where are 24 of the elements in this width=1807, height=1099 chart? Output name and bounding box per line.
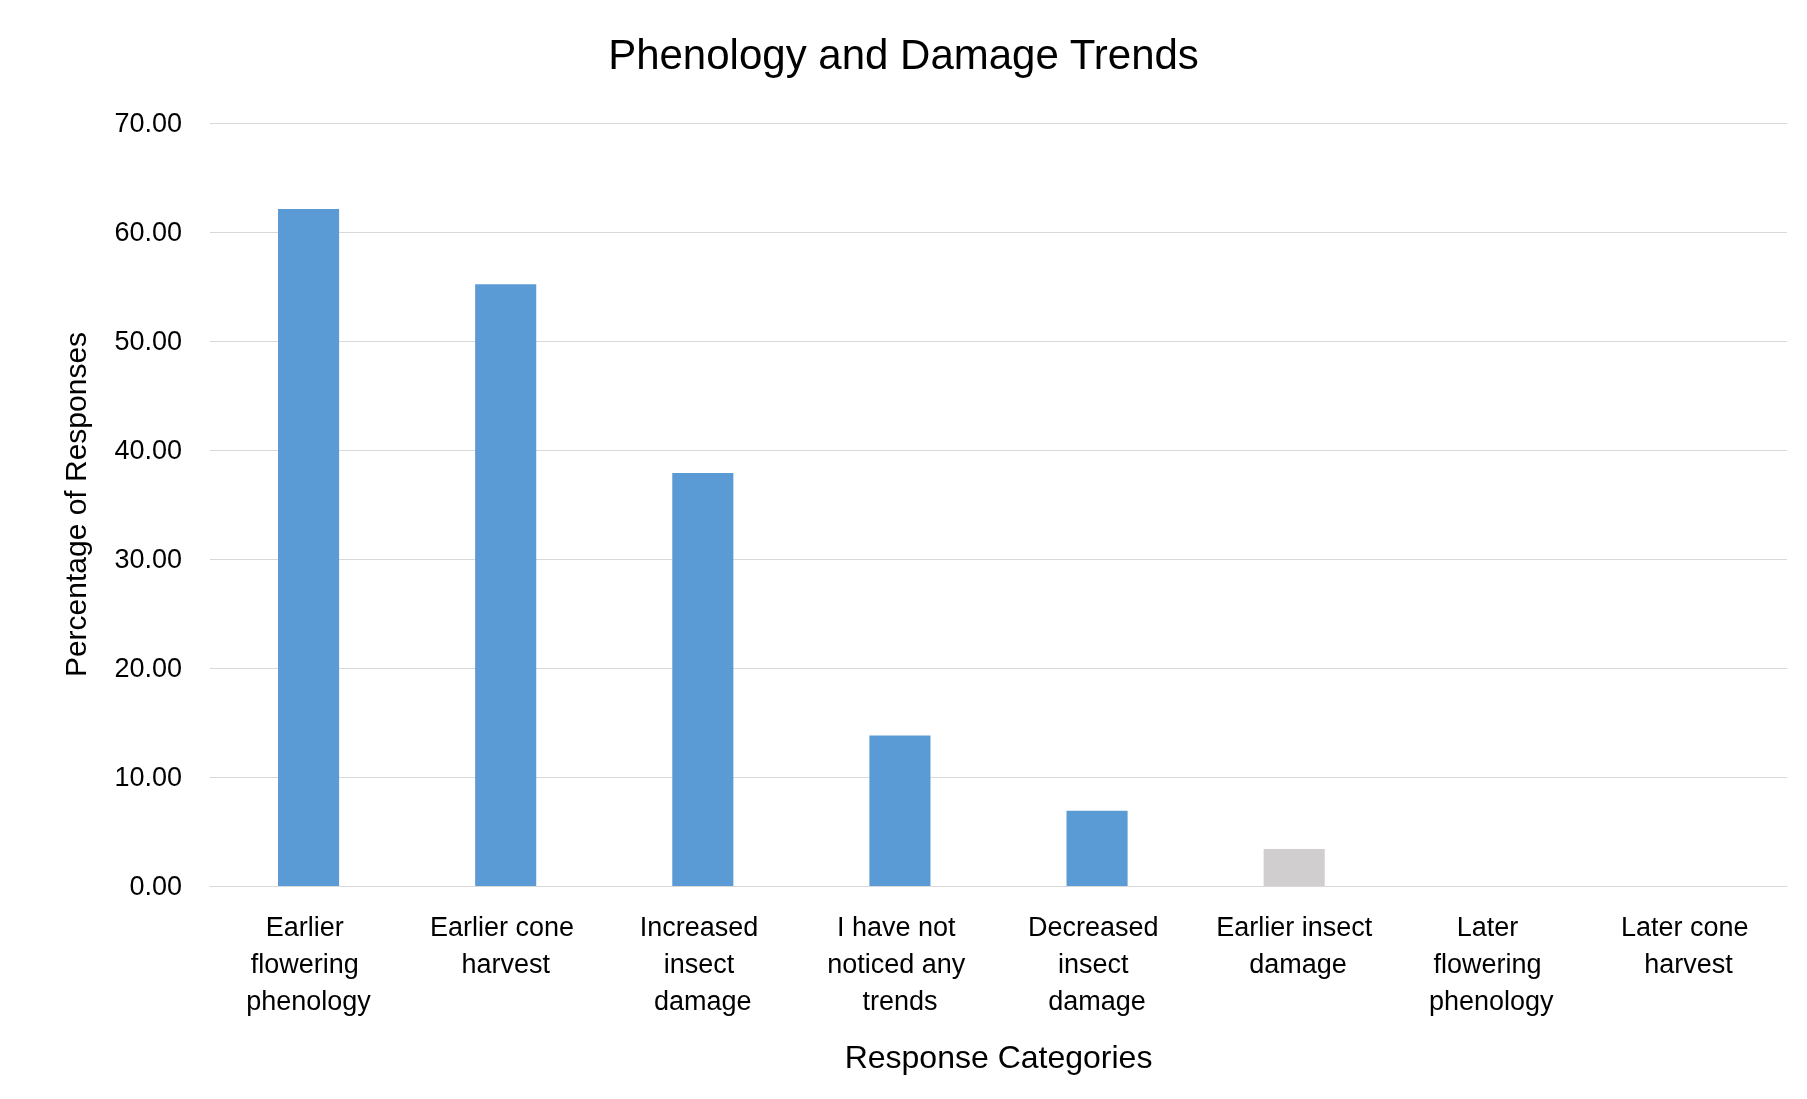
x-tick-label: I have not noticed any trends <box>827 911 973 1016</box>
x-tick-label: Later flowering phenology <box>1429 911 1555 1016</box>
y-axis-title: Percentage of Responses <box>58 331 92 678</box>
x-tick-label: Increased insect damage <box>639 911 766 1016</box>
chart-title: Phenology and Damage Trends <box>608 30 1199 78</box>
x-tick-label: Earlier cone harvest <box>429 911 582 979</box>
y-tick-label: 30.00 <box>114 544 182 574</box>
y-tick-label: 40.00 <box>114 435 182 465</box>
bar <box>869 735 931 886</box>
x-tick-label: Decreased insect damage <box>1028 911 1167 1016</box>
y-tick-label: 50.00 <box>114 326 182 356</box>
y-tick-label: 60.00 <box>114 217 182 247</box>
bar <box>475 284 537 886</box>
y-tick-label: 70.00 <box>114 108 182 138</box>
x-axis-title: Response Categories <box>844 1039 1153 1075</box>
bar <box>672 472 734 886</box>
y-tick-label: 20.00 <box>114 653 182 683</box>
y-tick-label: 0.00 <box>129 871 182 901</box>
bar <box>278 209 340 886</box>
x-tick-label: Earlier flowering phenology <box>246 911 372 1016</box>
x-tick-label: Earlier insect damage <box>1216 911 1373 979</box>
x-tick-label: Later cone harvest <box>1620 911 1756 979</box>
bar <box>1066 810 1128 886</box>
y-tick-label: 10.00 <box>114 762 182 792</box>
